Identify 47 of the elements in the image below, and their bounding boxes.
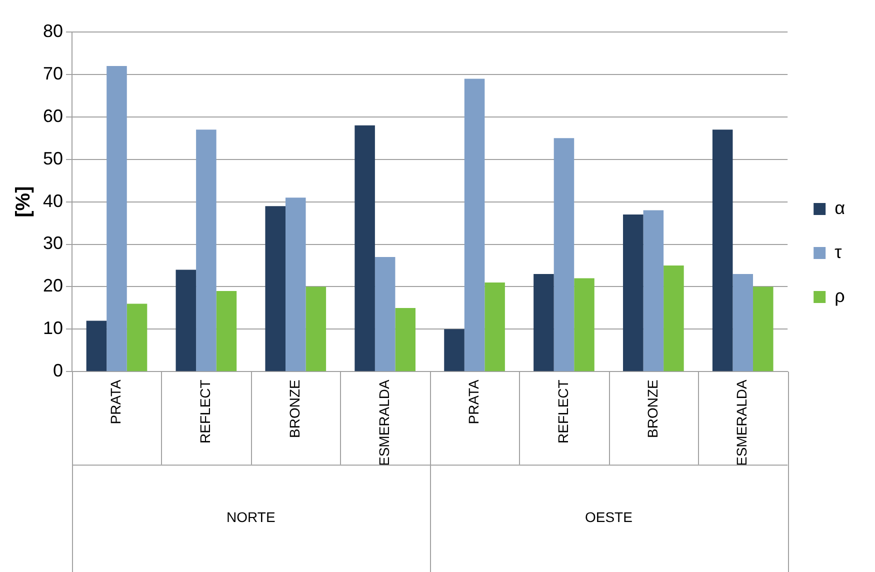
bar — [464, 78, 485, 372]
x-tick-label: PRATA — [465, 378, 482, 424]
x-tick-label: ESMERALDA — [376, 378, 392, 466]
y-tick-label: 80 — [42, 20, 64, 41]
bar — [444, 329, 464, 372]
x-tick-label: REFLECT — [197, 379, 214, 444]
bar — [643, 210, 664, 372]
bar — [753, 286, 774, 372]
y-tick-label: 0 — [53, 360, 64, 381]
x-tick-label: PRATA — [108, 378, 124, 424]
x-tick-label: REFLECT — [554, 379, 571, 444]
y-axis-title: [%] — [12, 186, 35, 218]
bar — [86, 320, 107, 372]
legend-label: ρ — [834, 286, 845, 306]
y-tick-label: 70 — [42, 63, 64, 84]
bar — [196, 130, 216, 372]
bar — [395, 308, 416, 372]
text: OESTE — [584, 509, 632, 526]
bar — [554, 138, 574, 372]
bar — [286, 198, 306, 372]
bar — [574, 278, 594, 372]
y-tick-label: 20 — [42, 276, 64, 296]
bar — [306, 286, 326, 372]
legend-label: α — [834, 198, 845, 218]
legend-label: τ — [834, 242, 842, 262]
bar — [712, 130, 733, 372]
y-tick-label: 10 — [42, 318, 64, 338]
bar — [374, 257, 396, 372]
x-tick-label: BRONZE — [286, 380, 302, 438]
bar — [126, 304, 148, 372]
bar — [534, 274, 554, 372]
bar — [265, 206, 286, 372]
y-tick-label: 40 — [42, 190, 64, 211]
bar — [176, 270, 196, 372]
y-tick-label: 30 — [42, 233, 64, 254]
bar — [732, 274, 754, 372]
bar — [106, 66, 127, 372]
y-tick-label: 50 — [42, 148, 64, 168]
x-tick-label: BRONZE — [644, 380, 660, 438]
text: NORTE — [226, 509, 276, 526]
bar — [623, 214, 644, 372]
x-tick-label: ESMERALDA — [734, 378, 750, 466]
y-tick-label: 60 — [42, 106, 64, 126]
bar — [484, 282, 505, 372]
bar — [664, 266, 684, 372]
bar — [354, 125, 375, 372]
bar — [216, 290, 237, 372]
